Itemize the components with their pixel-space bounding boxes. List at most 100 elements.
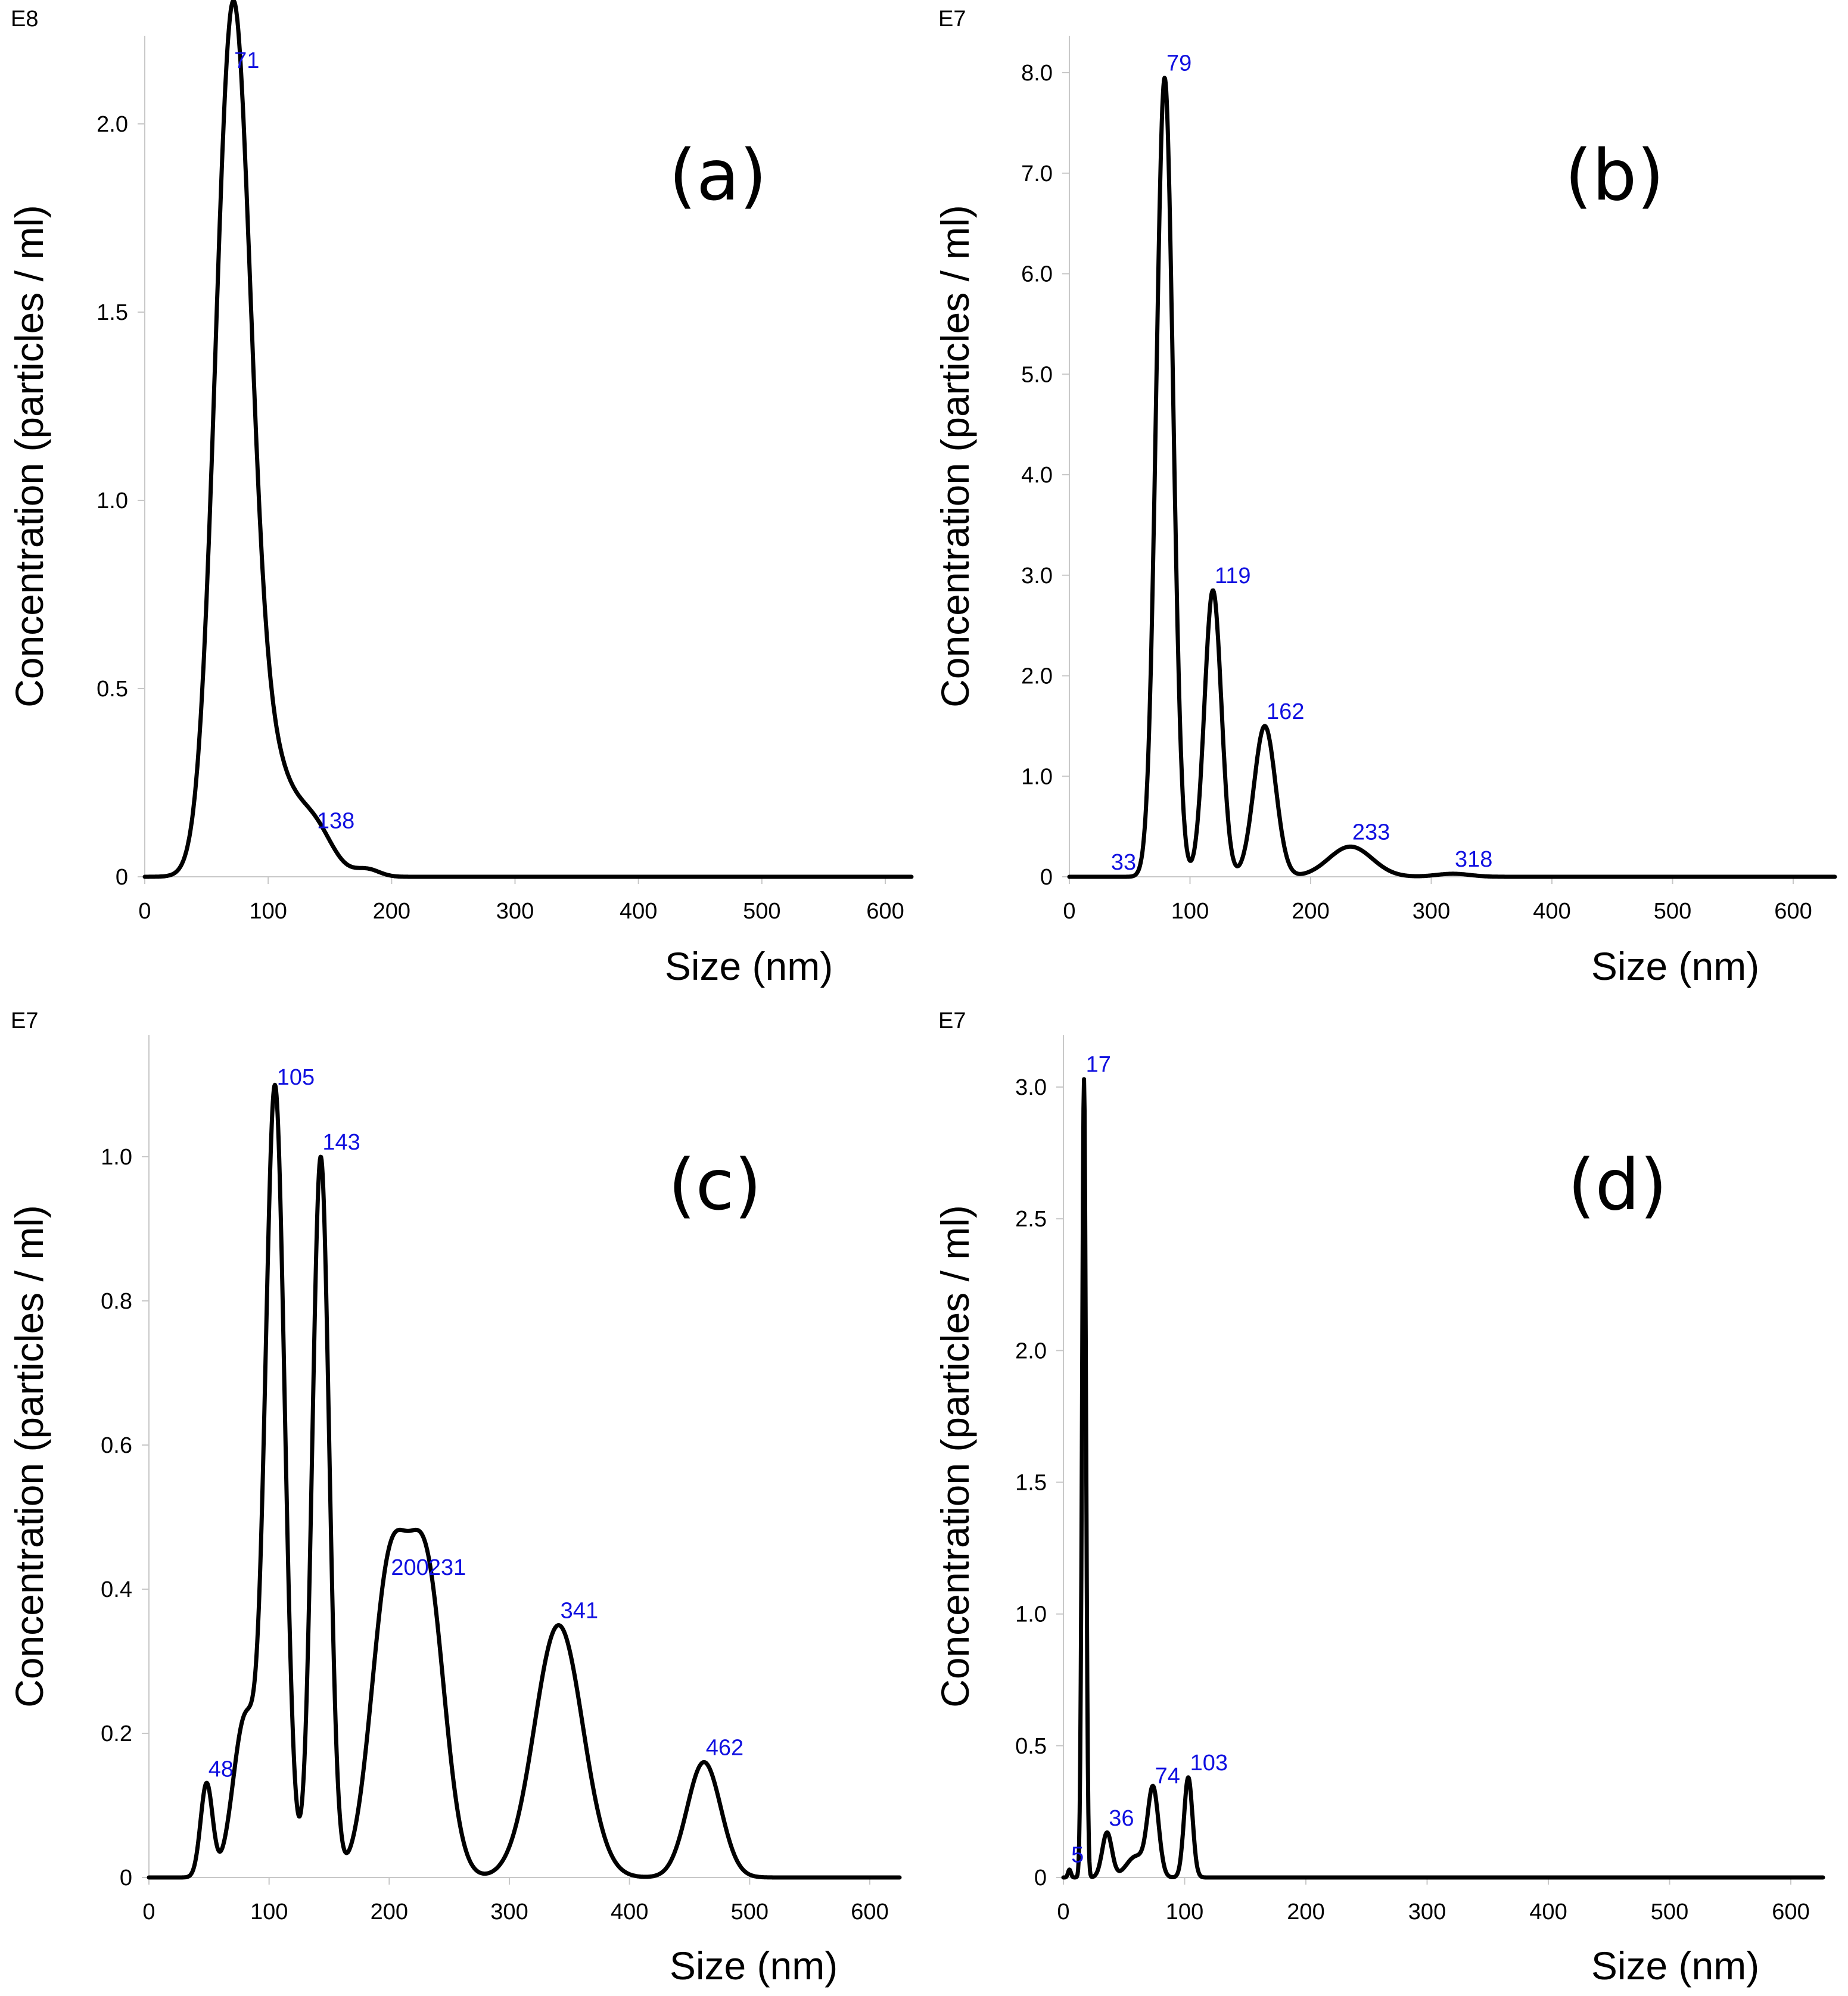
peak-label: 462 bbox=[706, 1735, 743, 1760]
y-tick-label: 2.0 bbox=[97, 112, 128, 137]
x-axis-title: Size (nm) bbox=[1591, 1944, 1759, 1988]
chart-panel-d: 0 0.5 1.0 1.5 2.0 2.5 3.0 0 100 200 300 400 500 600 E7… bbox=[933, 1008, 1825, 1988]
peak-label: 71 bbox=[234, 48, 259, 73]
x-tick-label: 400 bbox=[620, 899, 657, 924]
x-tick-label: 0 bbox=[1057, 1900, 1069, 1925]
y-tick-label: 6.0 bbox=[1021, 262, 1053, 287]
y-tick-label: 1.0 bbox=[1021, 764, 1053, 789]
y-tick-label: 0.4 bbox=[101, 1577, 132, 1602]
x-tick-label: 200 bbox=[371, 1900, 408, 1925]
peak-label: 48 bbox=[209, 1757, 234, 1782]
distribution-curve bbox=[147, 1082, 902, 1880]
peak-label: 233 bbox=[1352, 820, 1390, 845]
x-tick-label: 500 bbox=[1654, 899, 1691, 924]
panel-label: (b) bbox=[1565, 134, 1665, 216]
y-tick-label: 2.0 bbox=[1015, 1338, 1047, 1363]
x-tick-label: 600 bbox=[1772, 1900, 1809, 1925]
y-tick-label: 0.2 bbox=[101, 1721, 132, 1746]
y-tick-label: 0.6 bbox=[101, 1433, 132, 1458]
x-tick-label: 600 bbox=[1774, 899, 1812, 924]
x-tick-label: 300 bbox=[496, 899, 534, 924]
x-tick-label: 600 bbox=[851, 1900, 888, 1925]
y-tick-label: 3.0 bbox=[1015, 1075, 1047, 1100]
y-axis-title: Concentration (particles / ml) bbox=[933, 1205, 977, 1708]
x-tick-label: 400 bbox=[611, 1900, 648, 1925]
chart-panel-a: 0 0.5 1.0 1.5 2.0 0 100 200 300 400 500 600 E8 Size (… bbox=[7, 0, 914, 988]
exponent-label: E8 bbox=[11, 7, 38, 32]
distribution-curve bbox=[142, 0, 914, 879]
y-tick-label: 3.0 bbox=[1021, 563, 1053, 588]
x-tick-label: 400 bbox=[1529, 1900, 1567, 1925]
x-tick-label: 300 bbox=[1413, 899, 1450, 924]
peak-label: 36 bbox=[1109, 1806, 1134, 1831]
y-tick-label: 0.5 bbox=[1015, 1734, 1047, 1759]
x-tick-label: 600 bbox=[866, 899, 904, 924]
panel-label: (c) bbox=[668, 1144, 762, 1226]
x-axis-title: Size (nm) bbox=[670, 1944, 838, 1988]
x-tick-label: 0 bbox=[1063, 899, 1075, 924]
y-tick-label: 1.0 bbox=[97, 488, 128, 513]
x-tick-label: 0 bbox=[142, 1900, 155, 1925]
x-tick-label: 100 bbox=[249, 899, 287, 924]
peak-label: 79 bbox=[1166, 51, 1191, 76]
x-tick-label: 200 bbox=[373, 899, 410, 924]
x-axis-title: Size (nm) bbox=[1591, 944, 1759, 988]
x-tick-label: 400 bbox=[1533, 899, 1570, 924]
x-tick-label: 100 bbox=[1171, 899, 1209, 924]
peak-label: 318 bbox=[1455, 847, 1492, 872]
x-tick-label: 100 bbox=[1166, 1900, 1203, 1925]
peak-label: 162 bbox=[1267, 699, 1304, 724]
y-tick-label: 1.0 bbox=[101, 1145, 132, 1170]
y-tick-label: 0 bbox=[1034, 1866, 1047, 1891]
peak-label: 105 bbox=[277, 1065, 315, 1090]
y-tick-label: 0 bbox=[120, 1866, 132, 1891]
y-tick-label: 0 bbox=[1040, 865, 1053, 890]
exponent-label: E7 bbox=[938, 1008, 966, 1033]
y-tick-label: 8.0 bbox=[1021, 61, 1053, 86]
y-tick-label: 0.8 bbox=[101, 1289, 132, 1314]
peak-label: 33 bbox=[1111, 850, 1136, 875]
y-tick-label: 4.0 bbox=[1021, 463, 1053, 488]
y-tick-label: 1.0 bbox=[1015, 1602, 1047, 1627]
peak-label: 103 bbox=[1190, 1751, 1228, 1776]
peak-label: 74 bbox=[1155, 1764, 1180, 1789]
exponent-label: E7 bbox=[938, 7, 966, 32]
peak-label: 341 bbox=[561, 1599, 598, 1624]
peak-label: 200 bbox=[391, 1555, 428, 1580]
y-tick-label: 2.0 bbox=[1021, 664, 1053, 689]
y-axis-title: Concentration (particles / ml) bbox=[7, 1205, 51, 1708]
distribution-curve bbox=[1061, 1077, 1825, 1880]
peak-label: 138 bbox=[317, 808, 354, 833]
y-tick-label: 1.5 bbox=[1015, 1471, 1047, 1496]
y-axis-title: Concentration (particles / ml) bbox=[933, 205, 977, 708]
panel-label: (a) bbox=[669, 134, 767, 216]
x-tick-label: 100 bbox=[250, 1900, 288, 1925]
y-tick-label: 0.5 bbox=[97, 677, 128, 702]
x-tick-label: 300 bbox=[490, 1900, 528, 1925]
x-tick-label: 500 bbox=[731, 1900, 769, 1925]
chart-panel-b: 0 1.0 2.0 3.0 4.0 5.0 6.0 7.0 8.0 0 100 200 300 400 50… bbox=[933, 7, 1837, 988]
peak-label: 119 bbox=[1215, 563, 1251, 588]
distribution-curve bbox=[1067, 76, 1837, 879]
peak-label: 17 bbox=[1086, 1053, 1111, 1078]
y-tick-label: 1.5 bbox=[97, 300, 128, 325]
peak-label: 231 bbox=[428, 1555, 466, 1580]
x-tick-label: 500 bbox=[1651, 1900, 1688, 1925]
x-tick-label: 500 bbox=[743, 899, 780, 924]
x-tick-label: 200 bbox=[1287, 1900, 1324, 1925]
x-tick-label: 0 bbox=[138, 899, 151, 924]
y-tick-label: 5.0 bbox=[1021, 362, 1053, 387]
x-axis-title: Size (nm) bbox=[665, 944, 833, 988]
x-tick-label: 200 bbox=[1292, 899, 1329, 924]
y-tick-label: 2.5 bbox=[1015, 1207, 1047, 1232]
peak-label: 5 bbox=[1071, 1843, 1084, 1868]
peak-label: 143 bbox=[322, 1130, 360, 1155]
panel-label: (d) bbox=[1568, 1144, 1667, 1226]
y-axis-title: Concentration (particles / ml) bbox=[7, 205, 51, 708]
y-tick-label: 0 bbox=[116, 865, 128, 890]
y-tick-label: 7.0 bbox=[1021, 161, 1053, 186]
exponent-label: E7 bbox=[11, 1008, 38, 1033]
chart-panel-c: 0 0.2 0.4 0.6 0.8 1.0 0 100 200 300 400 500 600 E7 Siz… bbox=[7, 1008, 902, 1988]
x-tick-label: 300 bbox=[1408, 1900, 1446, 1925]
